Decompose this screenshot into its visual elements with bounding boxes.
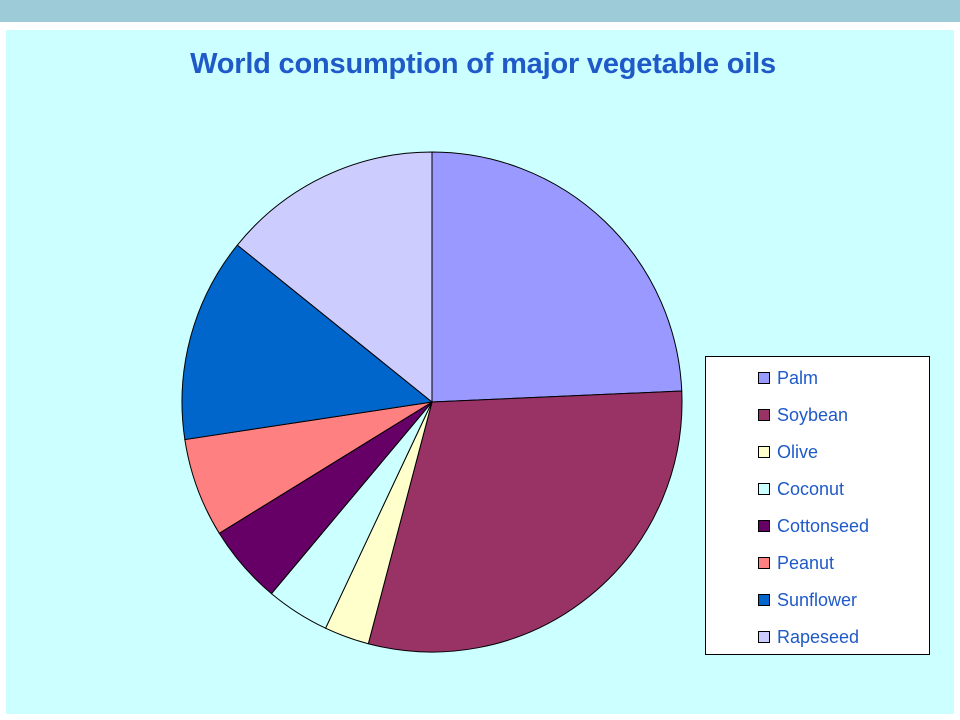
legend-swatch xyxy=(758,483,770,495)
legend-item-palm: Palm xyxy=(758,368,818,388)
legend-swatch xyxy=(758,557,770,569)
legend-item-rapeseed: Rapeseed xyxy=(758,627,859,647)
legend-swatch xyxy=(758,372,770,384)
legend-swatch xyxy=(758,631,770,643)
legend-label: Palm xyxy=(777,367,819,388)
legend-item-cottonseed: Cottonseed xyxy=(758,516,869,536)
legend-item-coconut: Coconut xyxy=(758,479,844,499)
legend-swatch xyxy=(758,520,770,532)
top-bar xyxy=(0,0,960,22)
pie-slice-rapeseed xyxy=(236,151,433,404)
legend-label: Olive xyxy=(777,441,819,462)
pie-slice-palm xyxy=(431,151,683,403)
legend-label: Sunflower xyxy=(777,589,858,610)
legend-item-olive: Olive xyxy=(758,442,818,462)
legend-label: Coconut xyxy=(777,478,845,499)
legend-swatch xyxy=(758,446,770,458)
legend-label: Soybean xyxy=(777,404,849,425)
legend-item-peanut: Peanut xyxy=(758,553,834,573)
pie-slice-soybean xyxy=(367,390,683,653)
legend-label: Rapeseed xyxy=(777,626,860,647)
chart-title: World consumption of major vegetable oil… xyxy=(190,48,776,80)
legend-item-soybean: Soybean xyxy=(758,405,848,425)
chart-legend: Palm Soybean Olive Coconut Cottonseed Peanut S… xyxy=(705,356,930,655)
legend-label: Cottonseed xyxy=(777,515,870,536)
legend-swatch xyxy=(758,409,770,421)
legend-label: Peanut xyxy=(777,552,835,573)
pie-slice-sunflower xyxy=(181,244,434,441)
legend-swatch xyxy=(758,594,770,606)
legend-item-sunflower: Sunflower xyxy=(758,590,857,610)
